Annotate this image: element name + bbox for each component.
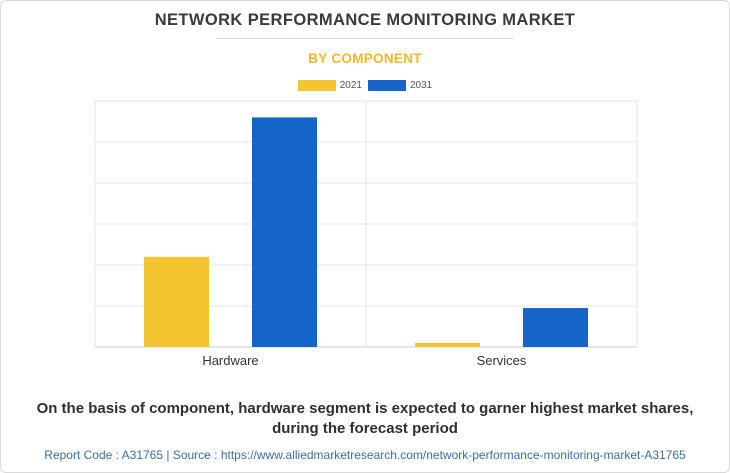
bar-services-2031	[523, 308, 588, 347]
bar-hardware-2031	[252, 117, 317, 348]
legend-label-2031: 2031	[410, 80, 433, 91]
legend-item-2031: 2031	[368, 80, 432, 91]
category-label: Hardware	[202, 353, 258, 368]
source-line: Report Code : A31765 | Source : https://…	[44, 448, 686, 462]
bar-hardware-2021	[144, 256, 209, 347]
title-divider	[216, 38, 514, 39]
legend-swatch-2031	[368, 80, 406, 91]
footnote-line-1: On the basis of component, hardware segm…	[36, 400, 694, 417]
chart-subtitle: BY COMPONENT	[308, 51, 422, 66]
legend: 2021 2031	[0, 80, 730, 91]
bar-services-2021	[415, 342, 480, 347]
footnote: On the basis of component, hardware segm…	[0, 399, 730, 439]
legend-item-2021: 2021	[297, 80, 362, 91]
category-label: Services	[477, 353, 527, 368]
chart-title: NETWORK PERFORMANCE MONITORING MARKET	[154, 11, 576, 29]
bar-chart: Hardware Services	[94, 100, 638, 368]
footnote-line-2: during the forecast period	[272, 420, 458, 437]
legend-swatch-2021	[297, 80, 336, 91]
legend-label-2021: 2021	[339, 80, 362, 91]
bars	[144, 117, 588, 348]
category-labels: Hardware Services	[202, 353, 527, 368]
